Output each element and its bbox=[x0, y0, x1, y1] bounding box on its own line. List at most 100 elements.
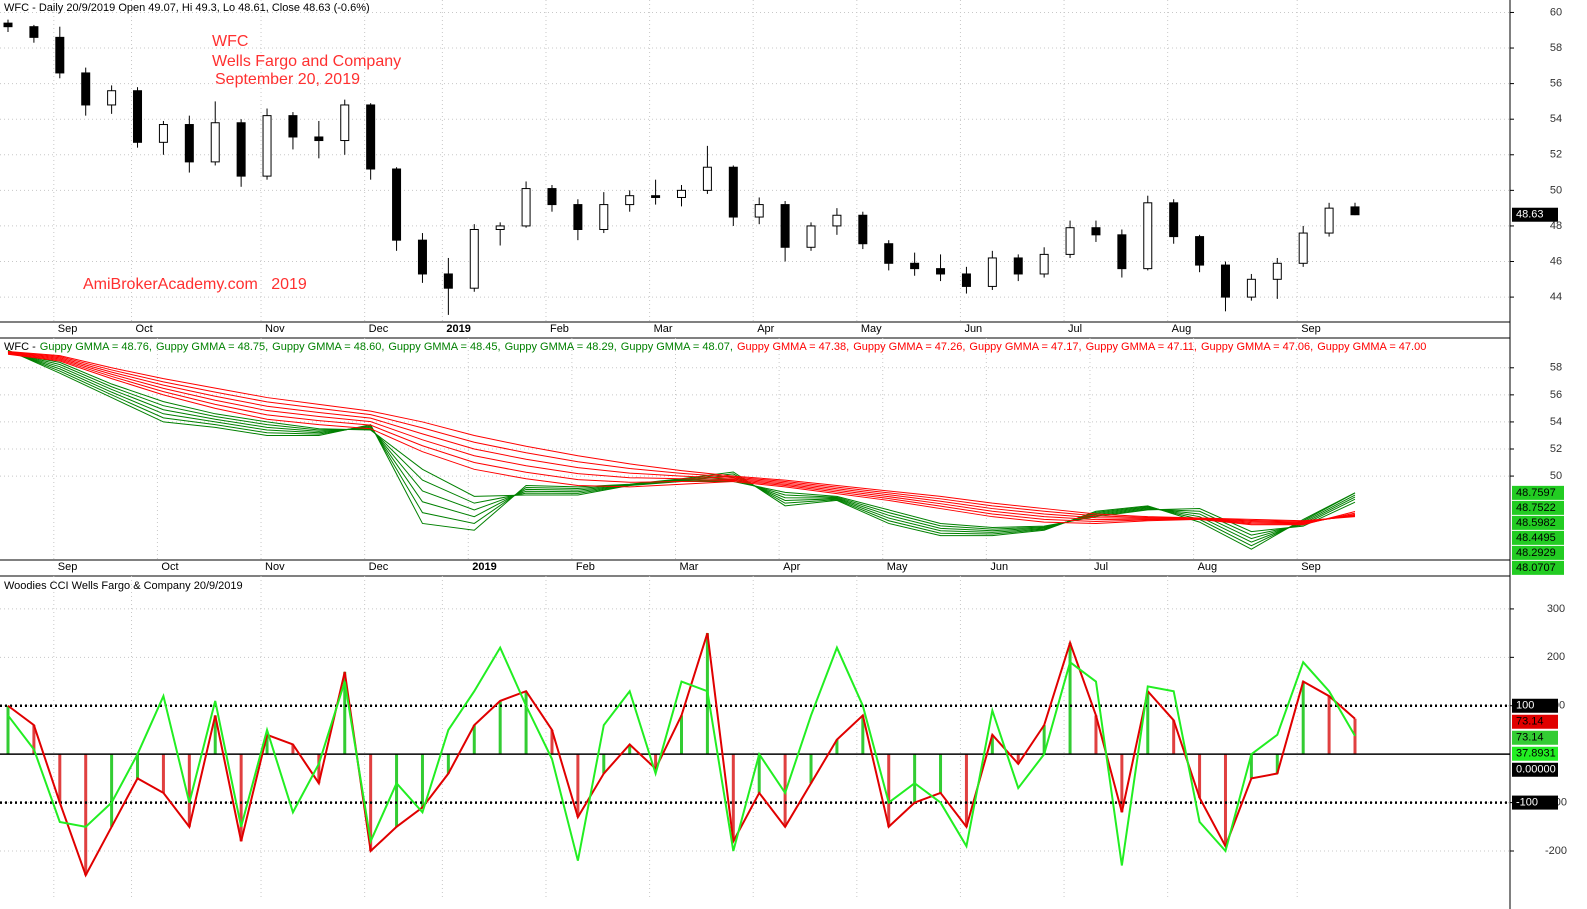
value-box bbox=[1512, 698, 1558, 713]
histogram-bar bbox=[84, 754, 88, 876]
y-tick-label: 44 bbox=[1550, 291, 1562, 303]
histogram-bar bbox=[343, 671, 347, 755]
legend-entry: Guppy GMMA = 48.29, bbox=[505, 341, 617, 353]
candle-body bbox=[573, 204, 583, 230]
y-tick-label: 54 bbox=[1550, 113, 1562, 125]
y-tick-label: 54 bbox=[1550, 416, 1562, 428]
value-box-label: 48.0707 bbox=[1516, 562, 1556, 574]
histogram-bar bbox=[1223, 754, 1227, 847]
histogram-bar bbox=[1275, 754, 1279, 774]
y-tick-label: 52 bbox=[1550, 443, 1562, 455]
x-tick-label: Aug bbox=[1172, 323, 1192, 335]
candle-body bbox=[495, 225, 505, 230]
histogram-bar bbox=[1172, 720, 1176, 755]
value-box-label: 73.14 bbox=[1516, 732, 1544, 744]
x-tick-label: Nov bbox=[265, 561, 285, 573]
histogram-bar bbox=[6, 705, 10, 755]
y-tick-label: 50 bbox=[1550, 184, 1562, 196]
histogram-bar bbox=[1016, 754, 1020, 764]
y-tick-label: 200 bbox=[1547, 651, 1565, 663]
histogram-bar bbox=[317, 754, 321, 784]
candle-body bbox=[521, 188, 531, 227]
candle-body bbox=[107, 90, 117, 106]
annotation: AmiBrokerAcademy.com 2019 bbox=[83, 276, 307, 293]
value-box bbox=[1512, 207, 1558, 222]
chart-title: WFC - Daily 20/9/2019 Open 49.07, Hi 49.… bbox=[4, 2, 370, 14]
histogram-bar bbox=[913, 754, 917, 803]
gmma-line bbox=[7, 353, 1356, 525]
x-tick-label: Apr bbox=[757, 323, 774, 335]
x-tick-label: 2019 bbox=[472, 561, 496, 573]
gmma-line bbox=[7, 351, 1356, 522]
legend-entry: Guppy GMMA = 48.60, bbox=[272, 341, 384, 353]
candle-body bbox=[29, 26, 39, 38]
value-box-label: 0.00000 bbox=[1516, 764, 1556, 776]
value-box-label: 48.4495 bbox=[1516, 532, 1556, 544]
value-box bbox=[1512, 795, 1558, 810]
value-box bbox=[1512, 485, 1564, 500]
histogram-bar bbox=[1094, 715, 1098, 755]
y-tick-label: 58 bbox=[1550, 42, 1562, 54]
histogram-bar bbox=[654, 754, 658, 769]
candle-body bbox=[1350, 206, 1360, 216]
candle-body bbox=[392, 168, 402, 241]
histogram-bar bbox=[576, 754, 580, 818]
histogram-bar bbox=[213, 715, 217, 755]
candle-body bbox=[728, 166, 738, 218]
histogram-bar bbox=[498, 700, 502, 755]
histogram-bar bbox=[835, 739, 839, 755]
histogram-bar bbox=[1249, 754, 1253, 779]
y-tick-label: 50 bbox=[1550, 470, 1562, 482]
histogram-bar bbox=[136, 754, 140, 779]
candle-body bbox=[806, 225, 816, 248]
histogram-bar bbox=[990, 734, 994, 755]
candle-body bbox=[1246, 278, 1256, 298]
histogram-bar bbox=[964, 754, 968, 827]
y-tick-label: 300 bbox=[1547, 603, 1565, 615]
value-box-label: 48.5982 bbox=[1516, 517, 1556, 529]
candle-body bbox=[340, 104, 350, 142]
histogram-bar bbox=[1146, 691, 1150, 755]
annotation: September 20, 2019 bbox=[215, 71, 360, 88]
legend-entry: Guppy GMMA = 47.38, bbox=[737, 341, 849, 353]
y-tick-label: -200 bbox=[1545, 845, 1567, 857]
histogram-bar bbox=[1301, 681, 1305, 755]
candle-body bbox=[1169, 202, 1179, 238]
candle-body bbox=[961, 273, 971, 287]
candle-body bbox=[366, 104, 376, 170]
value-box bbox=[1512, 545, 1564, 560]
value-box bbox=[1512, 762, 1558, 777]
candle-body bbox=[625, 195, 635, 206]
histogram-bar bbox=[58, 754, 62, 803]
candle-body bbox=[754, 204, 764, 218]
legend-entry: Guppy GMMA = 48.75, bbox=[156, 341, 268, 353]
y-tick-label: 56 bbox=[1550, 78, 1562, 90]
candle-body bbox=[547, 188, 557, 206]
candle-body bbox=[1220, 264, 1230, 298]
value-box-label: 73.14 bbox=[1516, 716, 1544, 728]
value-box-label: 100 bbox=[1516, 700, 1534, 712]
candle-body bbox=[236, 122, 246, 177]
legend-entry: Guppy GMMA = 48.07, bbox=[621, 341, 733, 353]
candle-body bbox=[210, 122, 220, 163]
candle-body bbox=[469, 228, 479, 289]
candle-body bbox=[1298, 232, 1308, 264]
histogram-bar bbox=[1068, 642, 1072, 755]
gmma-line bbox=[7, 353, 1356, 526]
x-tick-label: 2019 bbox=[446, 323, 470, 335]
candle-body bbox=[1039, 253, 1049, 275]
x-tick-label: Dec bbox=[369, 323, 389, 335]
histogram-bar bbox=[1042, 725, 1046, 755]
candle-body bbox=[677, 189, 686, 198]
histogram-bar bbox=[550, 729, 554, 755]
x-tick-label: Oct bbox=[161, 561, 178, 573]
gmma-line bbox=[7, 351, 1356, 523]
x-tick-label: Mar bbox=[654, 323, 673, 335]
candle-body bbox=[987, 257, 997, 287]
histogram-bar bbox=[680, 715, 683, 755]
x-tick-label: Jul bbox=[1068, 323, 1082, 335]
value-box bbox=[1512, 730, 1558, 745]
histogram-bar bbox=[1120, 754, 1124, 813]
candle-body bbox=[1117, 234, 1127, 270]
